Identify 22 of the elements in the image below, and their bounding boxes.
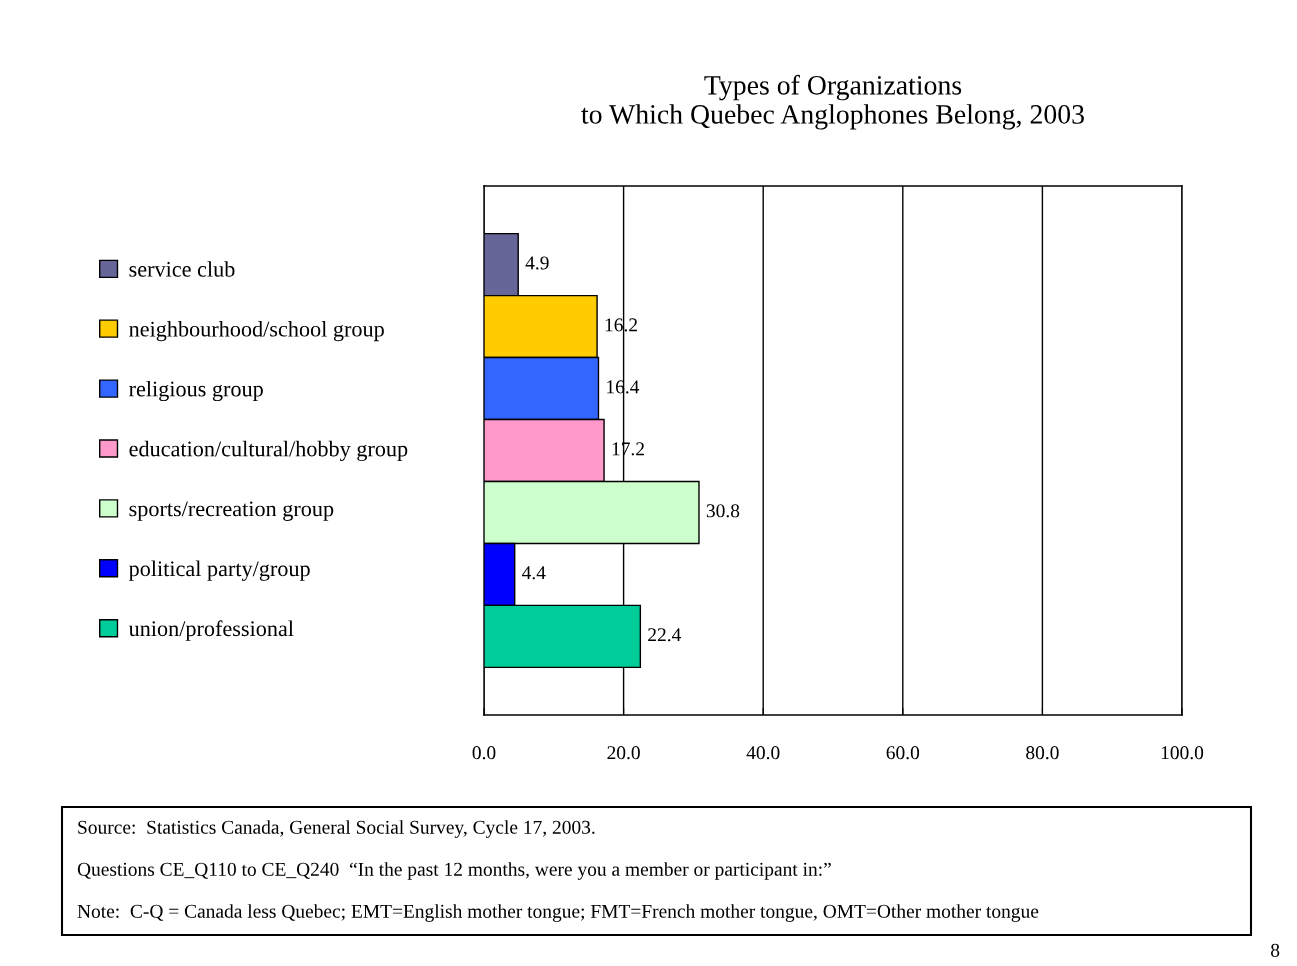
text: Questions CE_Q110 to CE_Q240 “In the past 12 months, were you a member or participant in:” [77,862,831,880]
text: Note: C-Q = Canada less Quebec; EMT=English mother tongue; FMT=French mother tongue, OMT=Other mother tongue [77,904,1039,922]
legend-label: union/professional [128,620,294,641]
x-tick-label: 0.0 [472,746,496,760]
data-label: 4.9 [525,256,549,270]
legend-label: neighbourhood/school group [129,320,384,342]
legend-label: education/cultural/hobby group [129,440,408,462]
x-tick-label: 80.0 [1026,746,1059,760]
x-tick-label: 40.0 [746,746,780,760]
legend-label: political party/group [128,560,310,581]
chart-title: Types of Organizations to Which Quebec Anglophones Belong, 2003 [581,74,1084,130]
data-label: 4.4 [522,566,546,580]
source-note: Source: Statistics Canada, General Social Survey, Cycle 17, 2003. [78,820,595,838]
data-label: 30.8 [706,504,740,518]
x-tick-label: 60.0 [886,746,920,760]
x-tick-label: 100.0 [1161,746,1204,760]
legend-label: service club [129,261,235,277]
legend-label: sports/recreation group [129,501,334,521]
text: 8 [1271,943,1280,957]
data-label: 22.4 [648,628,682,642]
x-tick-label: 20.0 [607,746,640,760]
legend-label: religious group [129,380,263,402]
